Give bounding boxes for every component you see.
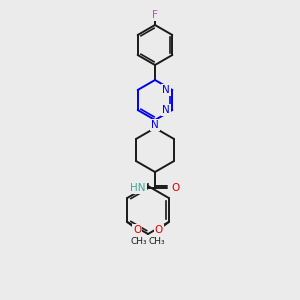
Text: O: O (171, 183, 179, 193)
Text: CH₃: CH₃ (131, 236, 148, 245)
Text: N: N (162, 105, 170, 115)
Text: CH₃: CH₃ (148, 236, 165, 245)
Text: F: F (152, 10, 158, 20)
Text: HN: HN (130, 183, 146, 193)
Text: N: N (151, 120, 159, 130)
Text: N: N (162, 85, 170, 95)
Text: O: O (155, 225, 163, 235)
Text: O: O (133, 225, 141, 235)
